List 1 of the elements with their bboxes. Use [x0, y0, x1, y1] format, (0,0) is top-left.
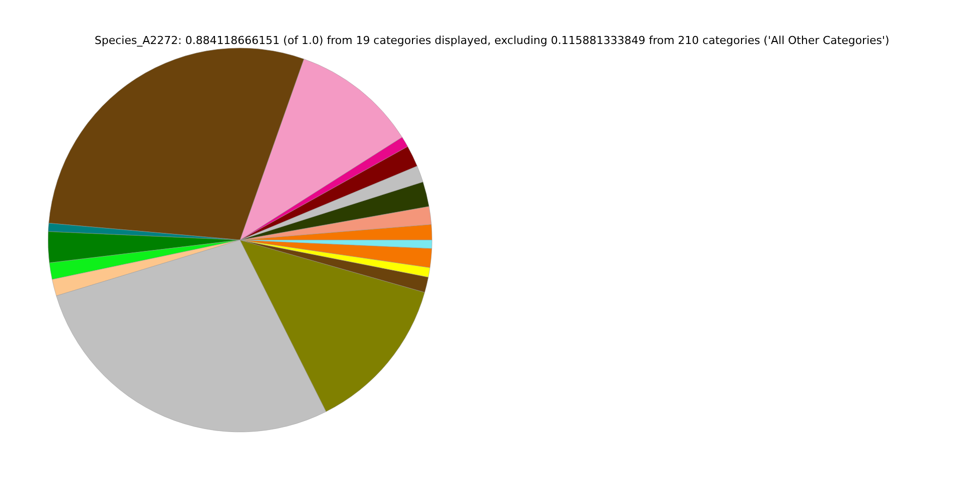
text: Species_A2272: 0.884118666151 (of 1.0) from 19 categories displayed, excluding 0.115881333849 from 210 categories ('All Other Categories')	[94, 34, 890, 47]
